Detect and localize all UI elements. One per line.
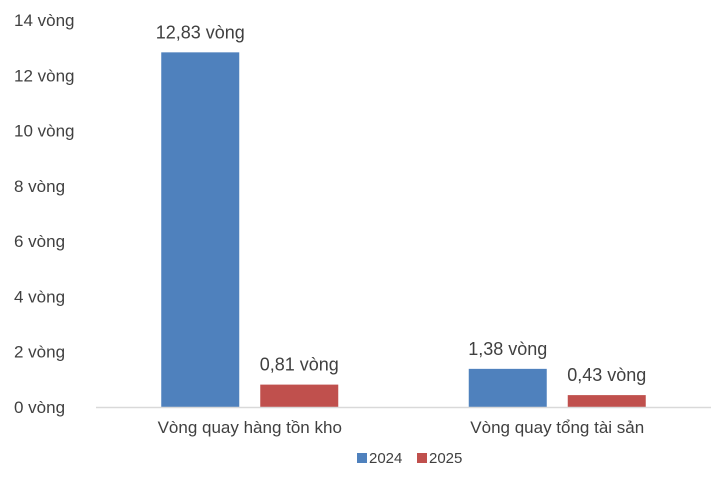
legend-swatch bbox=[417, 453, 427, 463]
legend: 2024 2025 bbox=[357, 450, 462, 467]
data-label: 1,38 vòng bbox=[468, 339, 547, 359]
y-tick-label: 12 vòng bbox=[14, 66, 75, 85]
category-label: Vòng quay hàng tồn kho bbox=[158, 418, 342, 437]
category-labels: Vòng quay hàng tồn kho Vòng quay tổng tài… bbox=[158, 418, 645, 437]
data-label: 0,43 vòng bbox=[567, 365, 646, 385]
data-label: 12,83 vòng bbox=[156, 22, 245, 42]
legend-swatch bbox=[357, 453, 367, 463]
bars bbox=[161, 52, 646, 408]
legend-label: 2024 bbox=[369, 450, 402, 467]
data-labels: 12,83 vòng 0,81 vòng 1,38 vòng 0,43 vòng bbox=[156, 22, 647, 385]
y-tick-label: 14 vòng bbox=[14, 11, 75, 30]
y-tick-label: 0 vòng bbox=[14, 398, 65, 417]
y-tick-label: 10 vòng bbox=[14, 122, 75, 141]
bar-2025-1 bbox=[260, 384, 339, 407]
y-tick-label: 8 vòng bbox=[14, 177, 65, 196]
y-tick-label: 4 vòng bbox=[14, 287, 65, 306]
y-tick-label: 2 vòng bbox=[14, 343, 65, 362]
bar-2025-2 bbox=[567, 395, 646, 407]
y-axis-ticks: 0 vòng 2 vòng 4 vòng 6 vòng 8 vòng 10 vòng 12 … bbox=[14, 11, 75, 417]
category-label: Vòng quay tổng tài sản bbox=[470, 418, 644, 437]
bar-2024-2 bbox=[468, 368, 547, 407]
legend-label: 2025 bbox=[429, 450, 462, 467]
data-label: 0,81 vòng bbox=[260, 355, 339, 375]
y-tick-label: 6 vòng bbox=[14, 232, 65, 251]
bar-2024-1 bbox=[161, 52, 240, 408]
